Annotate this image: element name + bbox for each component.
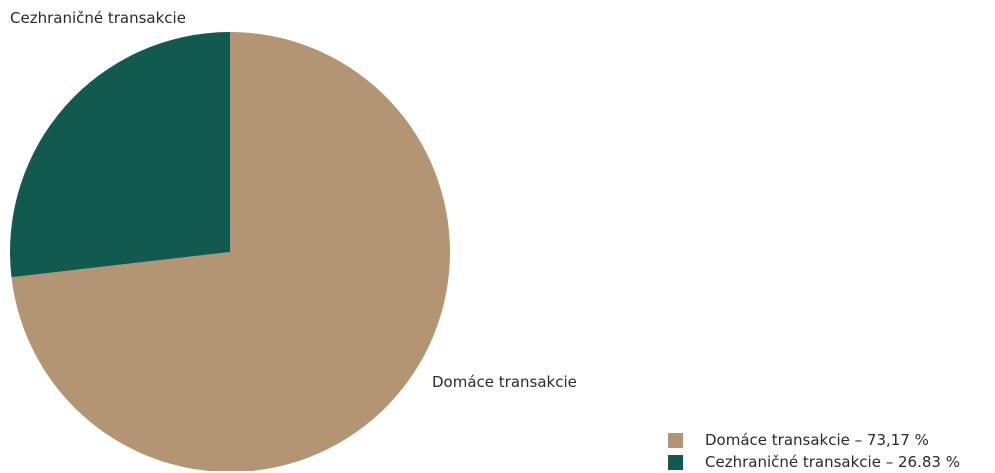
slice-label-cross-border: Cezhraničné transakcie [10, 9, 186, 27]
legend: Domáce transakcie – 73,17 % Cezhraničné … [668, 429, 960, 473]
pie-slices [10, 32, 450, 471]
legend-item-domestic: Domáce transakcie – 73,17 % [668, 429, 960, 451]
slice-label-domestic: Domáce transakcie [432, 373, 577, 391]
legend-swatch-cross-border [668, 454, 683, 470]
pie-slice-domestic [11, 32, 450, 471]
legend-swatch-domestic [668, 432, 683, 448]
legend-label-domestic: Domáce transakcie – 73,17 % [705, 431, 929, 449]
legend-label-cross-border: Cezhraničné transakcie – 26.83 % [705, 453, 960, 471]
legend-item-cross-border: Cezhraničné transakcie – 26.83 % [668, 451, 960, 473]
pie-slice-cross-border [10, 32, 230, 278]
